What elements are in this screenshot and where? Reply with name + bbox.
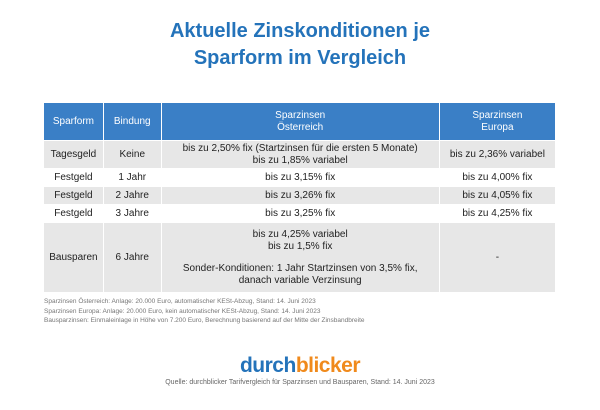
- title: Aktuelle Zinskonditionen je Sparform im …: [0, 18, 600, 72]
- cell-line: bis zu 2,36% variabel: [449, 148, 545, 160]
- cell-line: bis zu 1,5% fix: [267, 240, 333, 252]
- cell-line: 2 Jahre: [115, 189, 149, 201]
- table-cell: bis zu 2,36% variabel: [439, 140, 557, 169]
- footnotes: Sparzinsen Österreich: Anlage: 20.000 Eu…: [44, 297, 365, 326]
- table-row: Festgeld 1 Jahr bis zu 3,15% fix bis zu 4,0…: [44, 168, 557, 187]
- table-cell: Festgeld: [44, 168, 104, 187]
- cell-line: bis zu 4,25% variabel: [252, 228, 348, 240]
- footnote: Bausparzinsen: Einmaleinlage in Höhe von…: [44, 317, 365, 324]
- table-cell: -: [439, 222, 557, 292]
- table-row: Festgeld 3 Jahre bis zu 3,25% fix bis zu 4,…: [44, 204, 557, 223]
- cell-line: 1 Jahr: [118, 171, 147, 183]
- column-header: Sparzinsen Österreich: [161, 103, 440, 141]
- cell-line: -: [495, 251, 500, 263]
- cell-line: bis zu 1,85% variabel: [252, 154, 348, 166]
- cell-line: Sparzinsen: [472, 109, 523, 121]
- column-header: Sparzinsen Europa: [439, 103, 557, 141]
- cell-line: Sonder-Konditionen: 1 Jahr Startzinsen v…: [182, 262, 418, 274]
- cell-line: danach variable Verzinsung: [238, 274, 362, 286]
- cell-line: Keine: [119, 148, 146, 160]
- cell-line: 6 Jahre: [115, 251, 149, 263]
- cell-line: Bausparen: [49, 251, 98, 263]
- table-cell: bis zu 4,25% fix: [439, 204, 557, 223]
- title-line: Aktuelle Zinskonditionen je: [169, 20, 431, 42]
- table-cell: bis zu 3,15% fix: [161, 168, 440, 187]
- cell-line: Festgeld: [54, 189, 93, 201]
- table-cell: bis zu 3,26% fix: [161, 186, 440, 205]
- cell-line: bis zu 4,05% fix: [462, 189, 533, 201]
- table-cell: bis zu 4,00% fix: [439, 168, 557, 187]
- logo-part: durch: [239, 354, 296, 377]
- cell-line: Tagesgeld: [50, 148, 97, 160]
- table-row: Bausparen 6 Jahre bis zu 4,25% variabel bis…: [44, 222, 557, 292]
- logo-part: blicker: [295, 354, 361, 377]
- table-cell: 3 Jahre: [103, 204, 162, 223]
- table-cell: 6 Jahre: [103, 222, 162, 292]
- cell-line: bis zu 3,26% fix: [265, 189, 336, 201]
- logo: durchblicker: [0, 354, 600, 378]
- cell-line: bis zu 3,25% fix: [265, 207, 336, 219]
- table-cell: Festgeld: [44, 186, 104, 205]
- cell-line: Festgeld: [54, 171, 93, 183]
- cell-line: Bindung: [113, 115, 151, 127]
- cell-line: Europa: [481, 121, 514, 133]
- rates-table: Sparform Bindung Sparzinsen Österreich Sparz…: [44, 103, 557, 292]
- cell-line: bis zu 2,50% fix (Startzinsen für die er…: [182, 142, 418, 154]
- header-row: Sparform Bindung Sparzinsen Österreich Sparz…: [44, 103, 557, 141]
- table-cell: Keine: [103, 140, 162, 169]
- table-cell: bis zu 4,25% variabel bis zu 1,5% fix Sond…: [161, 222, 440, 292]
- cell-line: Sparzinsen: [275, 109, 326, 121]
- table-cell: bis zu 2,50% fix (Startzinsen für die er…: [161, 140, 440, 169]
- cell-line: 3 Jahre: [115, 207, 149, 219]
- column-header: Sparform: [44, 103, 104, 141]
- table-row: Tagesgeld Keine bis zu 2,50% fix (Startzin…: [44, 140, 557, 169]
- column-header: Bindung: [103, 103, 162, 141]
- table-cell: bis zu 4,05% fix: [439, 186, 557, 205]
- cell-line: bis zu 4,00% fix: [462, 171, 533, 183]
- cell-line: bis zu 3,15% fix: [265, 171, 336, 183]
- table-cell: Bausparen: [44, 222, 104, 292]
- table-row: Festgeld 2 Jahre bis zu 3,26% fix bis zu 4,…: [44, 186, 557, 205]
- footnote: Sparzinsen Europa: Anlage: 20.000 Euro, …: [44, 307, 321, 315]
- footnote: Sparzinsen Österreich: Anlage: 20.000 Eu…: [44, 298, 316, 305]
- title-line: Sparform im Vergleich: [193, 47, 407, 69]
- table-cell: Festgeld: [44, 204, 104, 223]
- cell-line: Österreich: [277, 121, 324, 133]
- table-cell: Tagesgeld: [44, 140, 104, 169]
- cell-line: Sparform: [52, 115, 94, 127]
- cell-line: bis zu 4,25% fix: [462, 207, 533, 219]
- cell-line: Festgeld: [54, 207, 93, 219]
- source: Quelle: durchblicker Tarifvergleich für …: [165, 379, 435, 386]
- table-cell: 2 Jahre: [103, 186, 162, 205]
- table-cell: 1 Jahr: [103, 168, 162, 187]
- table-cell: bis zu 3,25% fix: [161, 204, 440, 223]
